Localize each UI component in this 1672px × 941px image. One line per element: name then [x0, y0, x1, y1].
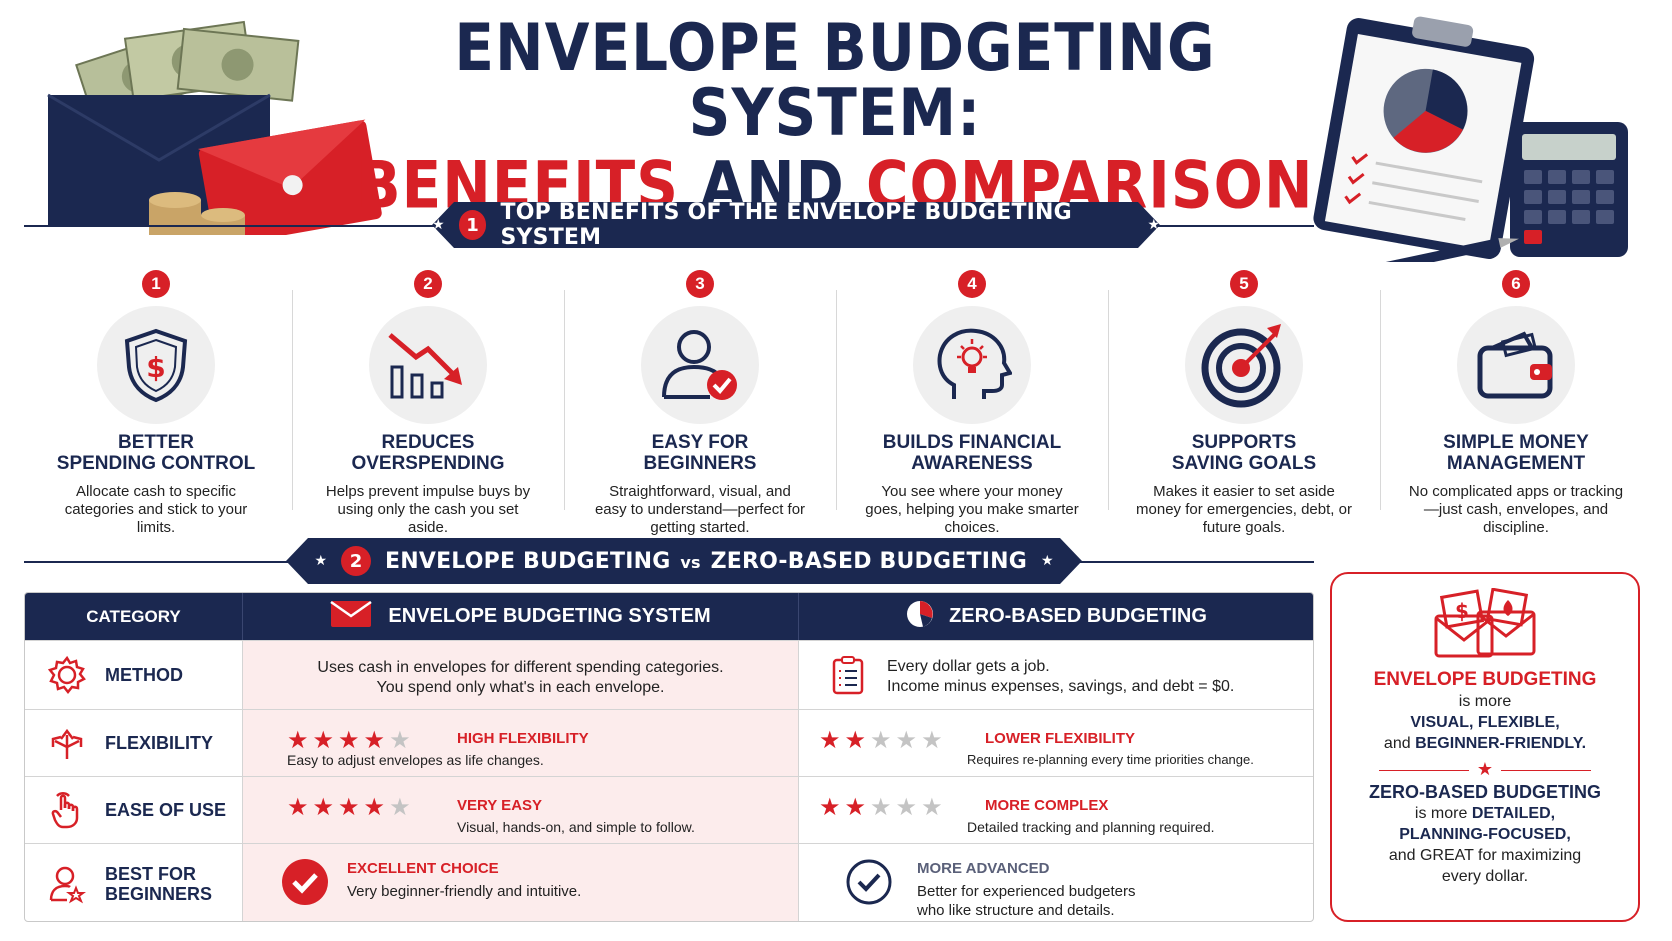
svg-text:$: $ — [1455, 599, 1469, 623]
user-star-icon — [47, 864, 87, 904]
head-lightbulb-icon — [913, 306, 1031, 424]
section-2-title: ENVELOPE BUDGETING vs ZERO-BASED BUDGETI… — [385, 548, 1027, 574]
benefit-title: SUPPORTS SAVING GOALS — [1171, 432, 1317, 474]
section-1-title: TOP BENEFITS OF THE ENVELOPE BUDGETING S… — [500, 200, 1072, 250]
benefit-title: REDUCES OVERSPENDING — [351, 432, 505, 474]
envelope-ease-desc: Visual, hands-on, and simple to follow. — [457, 819, 695, 835]
table-row-method: METHOD Uses cash in envelopes for differ… — [25, 640, 1313, 709]
benefit-title: SIMPLE MONEY MANAGEMENT — [1443, 432, 1589, 474]
arrows-flexibility-icon — [47, 723, 87, 763]
table-header: CATEGORY ENVELOPE BUDGETING SYSTEM ZERO-… — [25, 593, 1313, 640]
row-label: EASE OF USE — [105, 800, 227, 820]
benefits-list: 1 $ BETTER SPENDING CONTROL Allocate cas… — [20, 270, 1652, 536]
benefit-card: 4 BUILDS FINANCIAL AWARENESS You see whe… — [836, 270, 1108, 536]
benefit-number: 1 — [142, 270, 170, 298]
benefit-title: BUILDS FINANCIAL AWARENESS — [882, 432, 1062, 474]
envelope-ease-stars: ★★★★★ — [287, 794, 415, 821]
benefit-description: Allocate cash to specific categories and… — [64, 483, 248, 536]
envelope-method-text: Uses cash in envelopes for different spe… — [317, 659, 724, 696]
benefit-number: 4 — [958, 270, 986, 298]
benefit-number: 5 — [1230, 270, 1258, 298]
benefit-number: 2 — [414, 270, 442, 298]
summary-title-envelope: ENVELOPE BUDGETING — [1373, 669, 1597, 690]
zero-beginners-desc: Better for experienced budgeters who lik… — [917, 883, 1136, 919]
benefit-card: 6 SIMPLE MONEY MANAGEMENT No complicated… — [1380, 270, 1652, 536]
table-row-ease-of-use: EASE OF USE ★★★★★ VERY EASY Visual, hand… — [25, 776, 1313, 843]
benefit-description: Helps prevent impulse buys by using only… — [325, 483, 531, 536]
benefit-description: You see where your money goes, helping y… — [865, 483, 1079, 536]
header-zero-based: ZERO-BASED BUDGETING — [799, 593, 1313, 640]
zero-method-text: Every dollar gets a job. Income minus ex… — [887, 658, 1235, 695]
zero-flexibility-stars: ★★★★★ — [819, 727, 947, 754]
benefit-card: 2 REDUCES OVERSPENDING Helps prevent imp… — [292, 270, 564, 536]
envelopes-money-icon: $ — [1332, 587, 1638, 665]
envelope-flexibility-rating: HIGH FLEXIBILITY — [457, 730, 589, 747]
benefit-title: EASY FOR BEGINNERS — [643, 432, 757, 474]
page-title: ENVELOPE BUDGETING SYSTEM: BENEFITS AND … — [330, 15, 1340, 217]
star-icon: ★ — [1040, 553, 1054, 569]
envelope-flexibility-desc: Easy to adjust envelopes as life changes… — [287, 752, 544, 768]
table-row-flexibility: FLEXIBILITY ★★★★★ HIGH FLEXIBILITY Easy … — [25, 709, 1313, 776]
row-label: FLEXIBILITY — [105, 733, 213, 753]
section-1-number: 1 — [459, 210, 487, 240]
star-divider-icon: ★ — [1332, 760, 1638, 778]
envelope-beginners-desc: Very beginner-friendly and intuitive. — [347, 883, 582, 900]
benefit-description: No complicated apps or tracking—just cas… — [1408, 483, 1624, 536]
benefit-description: Makes it easier to set aside money for e… — [1136, 483, 1352, 536]
comparison-table: CATEGORY ENVELOPE BUDGETING SYSTEM ZERO-… — [24, 592, 1314, 922]
benefit-card: 5 SUPPORTS SAVING GOALS Makes it easier … — [1108, 270, 1380, 536]
zero-beginners-title: MORE ADVANCED — [917, 860, 1050, 877]
clipboard-calculator-illustration — [1303, 12, 1630, 289]
envelope-flexibility-stars: ★★★★★ — [287, 727, 415, 754]
zero-ease-desc: Detailed tracking and planning required. — [967, 819, 1215, 835]
benefit-number: 3 — [686, 270, 714, 298]
decreasing-chart-icon — [369, 306, 487, 424]
benefit-card: 1 $ BETTER SPENDING CONTROL Allocate cas… — [20, 270, 292, 536]
benefit-card: 3 EASY FOR BEGINNERS Straightforward, vi… — [564, 270, 836, 536]
shield-dollar-icon: $ — [97, 306, 215, 424]
zero-ease-stars: ★★★★★ — [819, 794, 947, 821]
header-category: CATEGORY — [25, 593, 243, 640]
zero-ease-rating: MORE COMPLEX — [985, 797, 1109, 814]
row-label: BEST FOR BEGINNERS — [105, 863, 213, 904]
benefit-title: BETTER SPENDING CONTROL — [56, 432, 256, 474]
row-label: METHOD — [105, 665, 183, 685]
check-circle-icon — [281, 858, 329, 911]
hand-tap-icon — [47, 790, 87, 830]
section-2-number: 2 — [341, 546, 371, 576]
table-row-best-for-beginners: BEST FOR BEGINNERS EXCELLENT CHOICE Very… — [25, 843, 1313, 921]
envelope-ease-rating: VERY EASY — [457, 797, 543, 814]
gear-icon — [47, 655, 87, 695]
envelopes-cash-illustration — [40, 10, 400, 247]
title-line-1: ENVELOPE BUDGETING SYSTEM: — [454, 9, 1216, 151]
pie-chart-icon — [905, 599, 935, 635]
zero-flexibility-desc: Requires re-planning every time prioriti… — [967, 752, 1254, 767]
user-check-icon — [641, 306, 759, 424]
envelope-beginners-title: EXCELLENT CHOICE — [347, 860, 499, 877]
wallet-icon — [1457, 306, 1575, 424]
summary-box: $ ENVELOPE BUDGETING is more VISUAL, FLE… — [1330, 572, 1640, 922]
header-envelope: ENVELOPE BUDGETING SYSTEM — [243, 593, 799, 640]
target-arrow-icon — [1185, 306, 1303, 424]
section-1-banner: ★ 1 TOP BENEFITS OF THE ENVELOPE BUDGETI… — [432, 202, 1160, 248]
svg-text:$: $ — [146, 351, 165, 384]
summary-title-zero: ZERO-BASED BUDGETING — [1368, 782, 1601, 802]
star-icon: ★ — [314, 553, 327, 569]
section-2-banner: ★ 2 ENVELOPE BUDGETING vs ZERO-BASED BUD… — [286, 538, 1082, 584]
envelope-icon — [330, 600, 373, 634]
zero-flexibility-rating: LOWER FLEXIBILITY — [985, 730, 1135, 747]
benefit-description: Straightforward, visual, and easy to und… — [594, 483, 806, 536]
benefit-number: 6 — [1502, 270, 1530, 298]
check-outline-icon — [845, 858, 893, 911]
clipboard-list-icon — [831, 655, 865, 700]
